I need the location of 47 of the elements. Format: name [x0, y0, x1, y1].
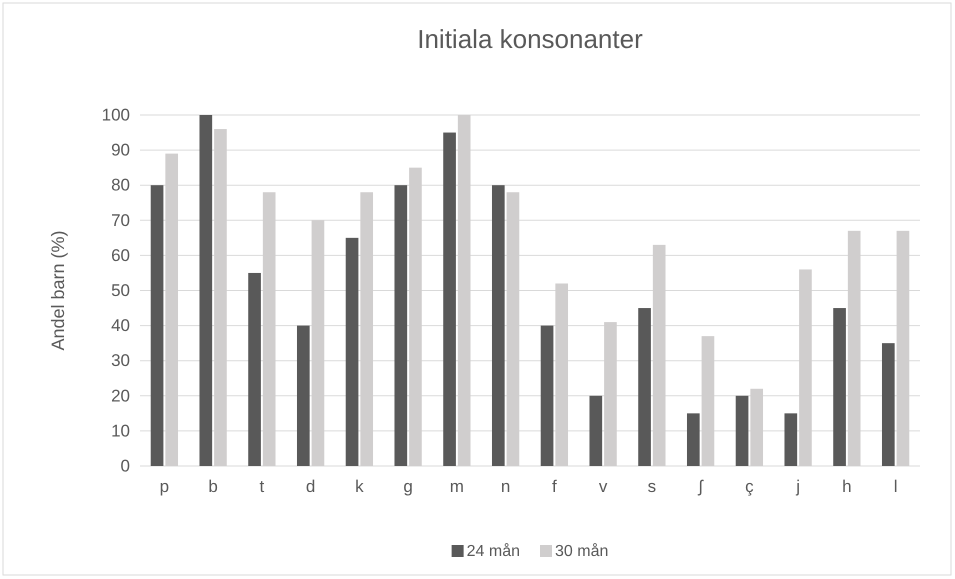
x-tick-label: b	[208, 477, 218, 496]
x-tick-label: p	[160, 477, 170, 496]
bar	[443, 132, 456, 466]
x-tick-label: s	[648, 477, 656, 496]
bar	[784, 413, 798, 466]
bar	[833, 308, 846, 466]
bar	[492, 185, 505, 466]
y-tick-label: 0	[120, 456, 130, 476]
y-tick-label: 70	[111, 210, 130, 230]
bar	[199, 115, 212, 466]
x-tick-label: h	[842, 477, 852, 496]
bar	[540, 326, 554, 466]
x-tick-label: ç	[745, 477, 754, 496]
x-tick-label: d	[306, 477, 316, 496]
x-tick-label: n	[500, 477, 510, 496]
y-tick-label: 90	[111, 140, 130, 160]
y-tick-label: 20	[111, 386, 130, 406]
x-tick-label: l	[894, 477, 898, 496]
y-axis-title: Andel barn (%)	[48, 230, 68, 351]
y-tick-label: 10	[111, 421, 130, 440]
y-tick-label: 60	[111, 246, 130, 265]
x-tick-label: v	[598, 477, 608, 496]
y-tick-label: 50	[111, 280, 130, 300]
y-tick-label: 30	[111, 351, 130, 370]
x-tick-label: ʃ	[698, 477, 704, 496]
x-tick-label: k	[355, 477, 364, 496]
y-tick-label: 40	[111, 316, 130, 336]
x-tick-label: t	[260, 477, 265, 496]
legend-label: 24 mån	[466, 543, 520, 560]
bar	[296, 326, 310, 466]
bar	[589, 396, 602, 466]
chart-title: Initiala konsonanter	[417, 24, 644, 54]
legend-label: 30 mån	[555, 543, 608, 560]
x-tick-label: g	[403, 477, 413, 496]
bar	[346, 238, 358, 466]
bar	[686, 413, 700, 466]
bar	[248, 272, 261, 466]
bar	[638, 308, 651, 466]
bar	[150, 185, 164, 466]
bar	[882, 343, 895, 466]
y-tick-label: 80	[111, 176, 130, 195]
x-tick-label: f	[552, 477, 558, 496]
bar	[736, 396, 748, 466]
x-tick-label: j	[795, 477, 800, 496]
y-tick-label: 100	[102, 105, 130, 124]
x-tick-label: m	[450, 477, 464, 496]
bar	[394, 185, 408, 466]
